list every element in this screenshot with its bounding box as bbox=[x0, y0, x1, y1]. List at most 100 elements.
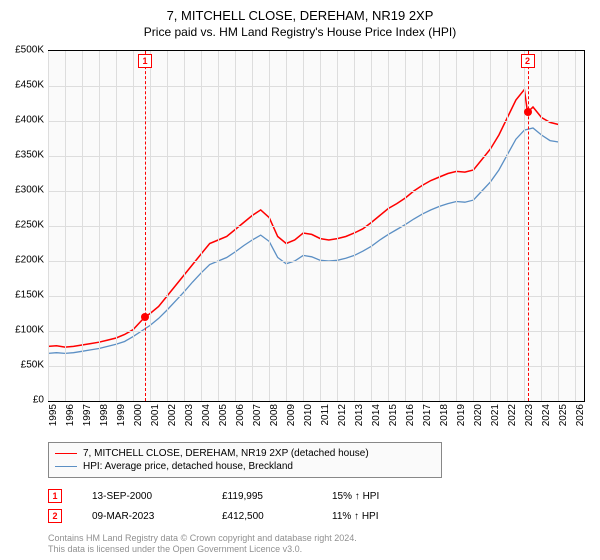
footer-line2: This data is licensed under the Open Gov… bbox=[48, 544, 357, 556]
y-tick-label: £350K bbox=[15, 150, 44, 161]
y-gridline bbox=[48, 296, 584, 297]
x-gridline bbox=[490, 51, 491, 401]
y-gridline bbox=[48, 366, 584, 367]
x-gridline bbox=[65, 51, 66, 401]
x-tick-label: 2004 bbox=[201, 404, 212, 426]
x-tick-label: 2026 bbox=[575, 404, 586, 426]
x-tick-label: 2002 bbox=[167, 404, 178, 426]
transaction-hpi: 15% ↑ HPI bbox=[332, 491, 412, 502]
x-tick-label: 2022 bbox=[507, 404, 518, 426]
x-gridline bbox=[439, 51, 440, 401]
x-gridline bbox=[524, 51, 525, 401]
chart-subtitle: Price paid vs. HM Land Registry's House … bbox=[0, 23, 600, 45]
x-gridline bbox=[507, 51, 508, 401]
y-gridline bbox=[48, 226, 584, 227]
transaction-row-marker: 1 bbox=[48, 489, 62, 503]
y-tick-label: £500K bbox=[15, 45, 44, 56]
x-tick-label: 2005 bbox=[218, 404, 229, 426]
x-gridline bbox=[320, 51, 321, 401]
transaction-hpi: 11% ↑ HPI bbox=[332, 511, 412, 522]
x-tick-label: 2016 bbox=[405, 404, 416, 426]
x-tick-label: 2001 bbox=[150, 404, 161, 426]
x-gridline bbox=[201, 51, 202, 401]
y-tick-label: £200K bbox=[15, 255, 44, 266]
x-gridline bbox=[218, 51, 219, 401]
x-tick-label: 2006 bbox=[235, 404, 246, 426]
y-gridline bbox=[48, 191, 584, 192]
transaction-price: £119,995 bbox=[222, 491, 302, 502]
legend-swatch bbox=[55, 453, 77, 454]
chart-container: 7, MITCHELL CLOSE, DEREHAM, NR19 2XP Pri… bbox=[0, 0, 600, 560]
transaction-row-marker: 2 bbox=[48, 509, 62, 523]
x-gridline bbox=[371, 51, 372, 401]
x-tick-label: 2025 bbox=[558, 404, 569, 426]
y-axis: £0£50K£100K£150K£200K£250K£300K£350K£400… bbox=[0, 50, 48, 400]
x-gridline bbox=[558, 51, 559, 401]
x-tick-label: 2018 bbox=[439, 404, 450, 426]
legend-label: HPI: Average price, detached house, Brec… bbox=[83, 461, 293, 472]
x-tick-label: 1998 bbox=[99, 404, 110, 426]
y-tick-label: £300K bbox=[15, 185, 44, 196]
x-gridline bbox=[167, 51, 168, 401]
x-tick-label: 2014 bbox=[371, 404, 382, 426]
y-tick-label: £450K bbox=[15, 80, 44, 91]
transaction-dot bbox=[141, 313, 149, 321]
transaction-vline bbox=[528, 51, 529, 401]
x-tick-label: 1996 bbox=[65, 404, 76, 426]
x-gridline bbox=[269, 51, 270, 401]
legend-row: 7, MITCHELL CLOSE, DEREHAM, NR19 2XP (de… bbox=[55, 447, 435, 460]
x-tick-label: 1999 bbox=[116, 404, 127, 426]
x-tick-label: 2003 bbox=[184, 404, 195, 426]
x-gridline bbox=[541, 51, 542, 401]
x-gridline bbox=[456, 51, 457, 401]
x-tick-label: 1997 bbox=[82, 404, 93, 426]
x-tick-label: 2023 bbox=[524, 404, 535, 426]
x-tick-label: 2010 bbox=[303, 404, 314, 426]
transaction-row: 209-MAR-2023£412,50011% ↑ HPI bbox=[48, 506, 412, 526]
x-gridline bbox=[473, 51, 474, 401]
x-tick-label: 2015 bbox=[388, 404, 399, 426]
x-tick-label: 2020 bbox=[473, 404, 484, 426]
x-tick-label: 2019 bbox=[456, 404, 467, 426]
x-gridline bbox=[405, 51, 406, 401]
transaction-vline bbox=[145, 51, 146, 401]
transaction-table: 113-SEP-2000£119,99515% ↑ HPI209-MAR-202… bbox=[48, 486, 412, 526]
x-gridline bbox=[388, 51, 389, 401]
transaction-marker: 1 bbox=[138, 54, 152, 68]
x-gridline bbox=[575, 51, 576, 401]
chart-title: 7, MITCHELL CLOSE, DEREHAM, NR19 2XP bbox=[0, 0, 600, 23]
legend-swatch bbox=[55, 466, 77, 467]
x-tick-label: 2011 bbox=[320, 404, 331, 426]
legend-row: HPI: Average price, detached house, Brec… bbox=[55, 460, 435, 473]
x-tick-label: 2007 bbox=[252, 404, 263, 426]
legend-label: 7, MITCHELL CLOSE, DEREHAM, NR19 2XP (de… bbox=[83, 448, 369, 459]
transaction-dot bbox=[524, 108, 532, 116]
x-gridline bbox=[184, 51, 185, 401]
x-tick-label: 2000 bbox=[133, 404, 144, 426]
y-tick-label: £150K bbox=[15, 290, 44, 301]
x-gridline bbox=[422, 51, 423, 401]
x-gridline bbox=[235, 51, 236, 401]
transaction-date: 13-SEP-2000 bbox=[92, 491, 192, 502]
transaction-row: 1 13-SEP-2000 £119,995 15% ↑ HPI bbox=[48, 486, 412, 506]
x-gridline bbox=[82, 51, 83, 401]
x-tick-label: 2017 bbox=[422, 404, 433, 426]
y-gridline bbox=[48, 156, 584, 157]
y-tick-label: £50K bbox=[21, 360, 44, 371]
x-gridline bbox=[337, 51, 338, 401]
y-gridline bbox=[48, 261, 584, 262]
y-gridline bbox=[48, 331, 584, 332]
x-gridline bbox=[354, 51, 355, 401]
x-tick-label: 2008 bbox=[269, 404, 280, 426]
y-tick-label: £0 bbox=[33, 395, 44, 406]
transaction-price: £412,500 bbox=[222, 511, 302, 522]
x-gridline bbox=[150, 51, 151, 401]
x-tick-label: 2013 bbox=[354, 404, 365, 426]
y-gridline bbox=[48, 86, 584, 87]
x-gridline bbox=[303, 51, 304, 401]
y-tick-label: £400K bbox=[15, 115, 44, 126]
x-gridline bbox=[252, 51, 253, 401]
y-tick-label: £250K bbox=[15, 220, 44, 231]
y-gridline bbox=[48, 121, 584, 122]
footer-line1: Contains HM Land Registry data © Crown c… bbox=[48, 533, 357, 545]
